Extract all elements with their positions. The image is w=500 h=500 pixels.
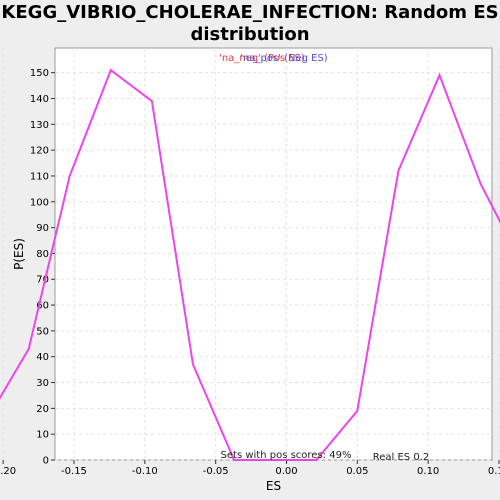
y-tick-label: 90 [36,223,49,234]
y-tick-label: 50 [36,326,49,337]
chart-title-line1: KEGG_VIBRIO_CHOLERAE_INFECTION: Random E… [1,2,499,23]
y-tick-label: 70 [36,275,49,286]
y-tick-label: 140 [30,94,49,105]
real-es-label: Real ES 0.2 [373,452,429,463]
x-tick-label: -0.15 [61,466,87,477]
x-axis-label: ES [266,479,281,493]
y-tick-label: 100 [30,197,49,208]
y-tick-label: 20 [36,404,49,415]
x-tick-label: 0.10 [417,466,439,477]
y-tick-label: 40 [36,352,49,363]
x-tick-label: 0.00 [275,466,297,477]
legend-neg-label: 'na_neg' (Pos ES) [219,53,305,64]
x-tick-label: -0.10 [132,466,158,477]
es-distribution-series-line [0,68,500,461]
plot-area [54,47,493,461]
y-tick-label: 10 [36,430,49,441]
y-tick-label: 120 [30,146,49,157]
y-tick-label: 0 [43,456,49,467]
x-tick-label: 0.05 [346,466,368,477]
y-tick-label: 150 [30,68,49,79]
chart-title-line2: distribution [190,24,310,45]
y-axis-ticks: 0 10 20 30 40 50 60 70 80 90 100 110 120 130 140 150 [30,68,55,467]
x-tick-label: -0.05 [203,466,229,477]
y-tick-label: 60 [36,301,49,312]
series-layer [0,68,500,461]
grid-lines [2,48,500,461]
y-tick-label: 110 [30,171,49,182]
x-tick-label: -0.20 [0,466,16,477]
x-axis-ticks: -0.30-0.25-0.20-0.15-0.10-0.050.000.050.… [0,460,500,477]
legend-pos-label: 'na_pos' (Neg ES) [240,53,328,64]
y-axis-label: P(ES) [12,238,26,270]
x-tick-label: 0.15 [488,466,500,477]
sets-with-pos-scores-label: Sets with pos scores: 49% [221,450,352,461]
y-tick-label: 30 [36,378,49,389]
y-tick-label: 130 [30,120,49,131]
y-tick-label: 80 [36,249,49,260]
